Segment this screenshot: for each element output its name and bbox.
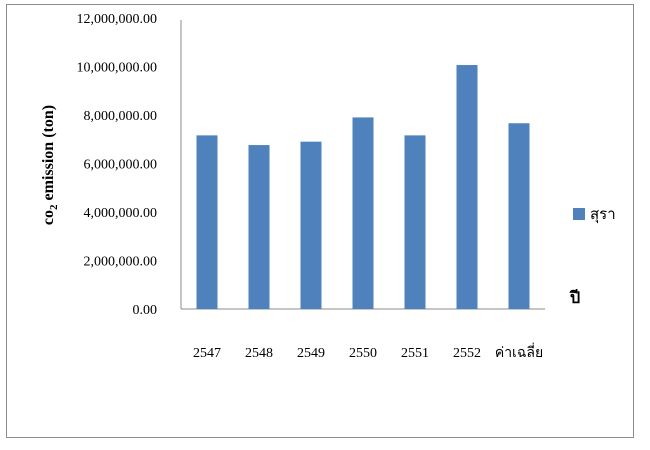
x-axis-labels: 2547 2548 2549 2550 2551 2552 ค่าเฉลี่ย: [193, 343, 543, 361]
y-tick-label: 12,000,000.00: [77, 12, 158, 27]
y-tick-label: 2,000,000.00: [84, 255, 158, 270]
y-tick-label: 4,000,000.00: [84, 206, 158, 221]
bar-2547: [196, 135, 218, 309]
x-tick-label: 2551: [401, 346, 429, 361]
legend-label: สุรา: [590, 207, 616, 224]
x-tick-label: ค่าเฉลี่ย: [495, 343, 543, 361]
y-axis: 0.00 2,000,000.00 4,000,000.00 6,000,000.00…: [77, 12, 545, 318]
bar-2548: [248, 145, 270, 309]
y-axis-title: co2 emission (ton): [40, 105, 60, 225]
x-axis-title: ปี: [569, 288, 581, 307]
chart-frame: [6, 4, 634, 438]
bar-2549: [300, 141, 322, 309]
x-tick-label: 2552: [453, 346, 481, 361]
bar-2550: [352, 117, 374, 309]
y-tick-label: 6,000,000.00: [84, 158, 158, 173]
x-tick-label: 2548: [245, 346, 273, 361]
legend-swatch: [573, 208, 585, 220]
bar-2551: [404, 135, 426, 309]
x-tick-label: 2549: [297, 346, 325, 361]
bars: [196, 65, 530, 310]
y-tick-label: 8,000,000.00: [84, 109, 158, 124]
bar-2552: [456, 65, 478, 309]
bar-ค่าเฉลี่ย: [508, 123, 530, 310]
y-tick-label: 0.00: [133, 303, 158, 318]
x-tick-label: 2550: [349, 346, 377, 361]
x-tick-label: 2547: [193, 346, 221, 361]
y-tick-label: 10,000,000.00: [77, 61, 158, 76]
